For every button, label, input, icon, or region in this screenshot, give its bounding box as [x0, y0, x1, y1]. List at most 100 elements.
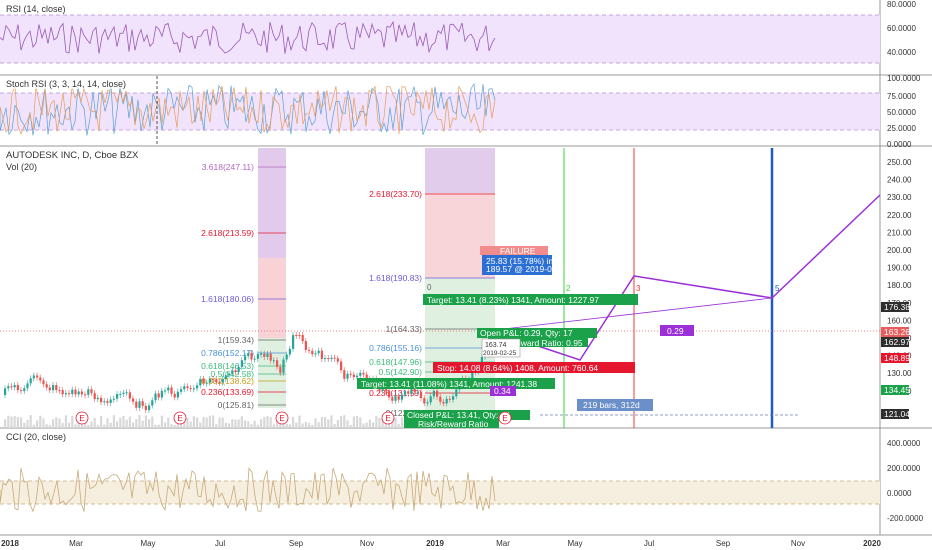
candle — [218, 382, 221, 384]
fib-right-label: 0(122.83) — [386, 408, 423, 418]
volume-bar — [77, 422, 80, 428]
fib-right-label: 1(164.33) — [386, 324, 423, 334]
fib-left-label: 0.382(138.62) — [201, 376, 254, 386]
candle — [452, 396, 455, 400]
volume-bar — [103, 424, 106, 428]
volume-bar — [112, 415, 115, 428]
volume-bar — [244, 420, 247, 428]
stoch-axis-label: 0.0000 — [887, 140, 912, 149]
volume-bar — [260, 419, 263, 428]
candle — [135, 401, 138, 408]
volume-bar — [23, 422, 26, 428]
closed-pnl-box[interactable] — [404, 410, 530, 420]
candle — [116, 394, 119, 399]
candle — [189, 387, 192, 389]
earnings-marker[interactable] — [381, 411, 395, 425]
volume-bar — [32, 424, 35, 428]
main-title[interactable]: AUTODESK INC, D, Cboe BZX — [4, 150, 141, 161]
candle — [106, 401, 109, 403]
volume-bar — [205, 417, 208, 428]
open-pnl-box[interactable] — [477, 328, 597, 338]
val-029-tag — [660, 325, 694, 336]
fib-right-label: 0.618(147.96) — [369, 357, 422, 367]
candle — [74, 389, 77, 395]
candle — [84, 394, 87, 396]
candle — [68, 393, 71, 395]
candle — [103, 401, 106, 403]
candle — [71, 389, 74, 395]
fib-right-label: 0.5(142.90) — [379, 367, 423, 377]
price-tag — [881, 337, 909, 347]
price-tag-label: 121.04 — [884, 409, 910, 419]
candle — [420, 391, 423, 399]
earnings-marker[interactable] — [75, 411, 89, 425]
candle — [349, 373, 352, 375]
earnings-marker[interactable] — [173, 411, 187, 425]
target-upper-box[interactable] — [423, 294, 638, 305]
rr-lower-box[interactable] — [404, 419, 499, 428]
cci-label[interactable]: CCI (20, close) — [4, 432, 69, 442]
volume-bar — [301, 423, 304, 428]
volume-bar — [263, 416, 266, 428]
earnings-label: E — [79, 414, 84, 423]
volume-bar — [157, 424, 160, 428]
volume-bar — [48, 424, 51, 428]
bars-box[interactable] — [577, 399, 653, 411]
price-axis-label: 160.00 — [887, 316, 912, 325]
time-axis-label: Nov — [791, 539, 805, 548]
rr-upper-box[interactable] — [488, 338, 588, 347]
move-box[interactable] — [482, 255, 552, 275]
candle — [157, 393, 160, 398]
time-axis-label: Jul — [215, 539, 225, 548]
candle — [480, 357, 483, 367]
price-tag — [881, 302, 909, 312]
candle — [436, 390, 439, 397]
volume-bar — [292, 416, 295, 428]
candle — [90, 389, 93, 394]
price-axis-label: 250.00 — [887, 158, 912, 167]
price-tag-label: 163.26 — [884, 327, 910, 337]
price-box — [481, 338, 521, 358]
fib-left-label: 1.618(180.06) — [201, 294, 254, 304]
rsi-label[interactable]: RSI (14, close) — [4, 4, 68, 14]
volume-bar — [119, 417, 122, 428]
candle — [202, 378, 205, 383]
earnings-marker[interactable] — [498, 411, 512, 425]
volume-bar — [87, 424, 90, 428]
price-tag-label: 148.89 — [884, 353, 910, 363]
candle — [125, 392, 128, 394]
candle — [388, 390, 391, 398]
candle — [304, 341, 307, 350]
candle — [234, 370, 237, 372]
candle — [61, 390, 64, 395]
volume-bar — [16, 416, 19, 428]
stoch-axis-label: 100.0000 — [887, 74, 921, 83]
earnings-marker[interactable] — [275, 411, 289, 425]
volume-bar — [61, 423, 64, 428]
candle — [356, 375, 359, 378]
time-axis-label: 2018 — [1, 539, 19, 548]
volume-bar — [298, 415, 301, 428]
candle — [176, 391, 179, 398]
volume-bar — [135, 419, 138, 428]
candle — [231, 370, 234, 374]
fib-left-label: 0(125.81) — [218, 400, 255, 410]
price-tag — [881, 385, 909, 395]
price-axis-label: 220.00 — [887, 211, 912, 220]
fib-left-label: 0.236(133.69) — [201, 387, 254, 397]
volume-bar — [256, 424, 259, 428]
candle — [426, 402, 429, 404]
candle — [208, 378, 211, 383]
stop-box[interactable] — [433, 362, 635, 373]
candle — [160, 390, 163, 398]
vol-label[interactable]: Vol (20) — [4, 162, 40, 172]
volume-bar — [221, 417, 224, 428]
stoch-label[interactable]: Stoch RSI (3, 3, 14, 14, close) — [4, 79, 129, 89]
volume-bar — [90, 421, 93, 428]
candle — [298, 335, 301, 336]
candle — [314, 353, 317, 355]
rsi-axis-label: 60.0000 — [887, 24, 916, 33]
volume-bar — [384, 422, 387, 428]
target-lower-box[interactable] — [357, 378, 555, 389]
